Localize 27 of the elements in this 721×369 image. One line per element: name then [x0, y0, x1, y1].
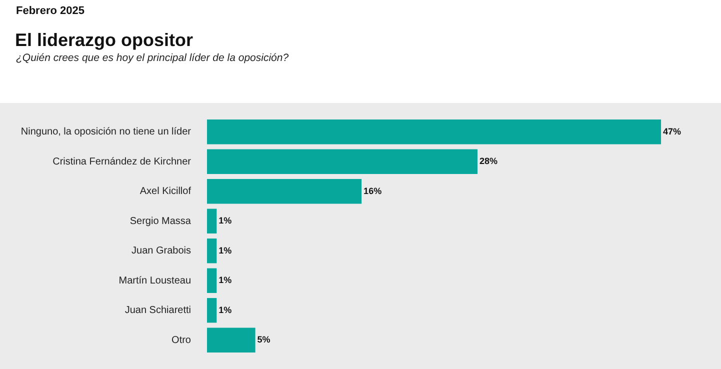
bar — [207, 238, 217, 264]
y-tick-label: Sergio Massa — [130, 216, 192, 227]
chart-subtitle: ¿Quién crees que es hoy el principal líder de la oposición? — [16, 52, 289, 64]
y-tick-label: Martín Lousteau — [118, 275, 191, 286]
bar — [207, 179, 362, 204]
data-label: 1% — [218, 275, 232, 286]
y-tick-label: Otro — [172, 334, 192, 346]
data-label: 1% — [218, 245, 232, 256]
data-label: 1% — [218, 304, 232, 315]
text: Febrero 2025 — [16, 5, 84, 17]
bar — [207, 120, 662, 144]
y-tick-label: Juan Grabois — [132, 246, 191, 257]
y-tick-label: Cristina Fernández de Kirchner — [52, 156, 192, 168]
bar — [207, 208, 217, 234]
data-label: 16% — [364, 186, 382, 196]
bar — [207, 268, 217, 293]
data-label: 5% — [257, 334, 270, 345]
y-tick-label: Axel Kicillof — [140, 186, 192, 198]
y-tick-label: Ninguno, la oposición no tiene un líder — [20, 126, 192, 138]
bar — [207, 298, 217, 323]
bar — [207, 328, 256, 352]
bar — [207, 149, 478, 174]
y-tick-label: Juan Schiaretti — [124, 305, 191, 316]
data-label: 28% — [479, 156, 498, 166]
chart-title: El liderazgo opositor — [15, 30, 194, 51]
data-label: 47% — [663, 126, 682, 136]
data-label: 1% — [218, 216, 232, 226]
